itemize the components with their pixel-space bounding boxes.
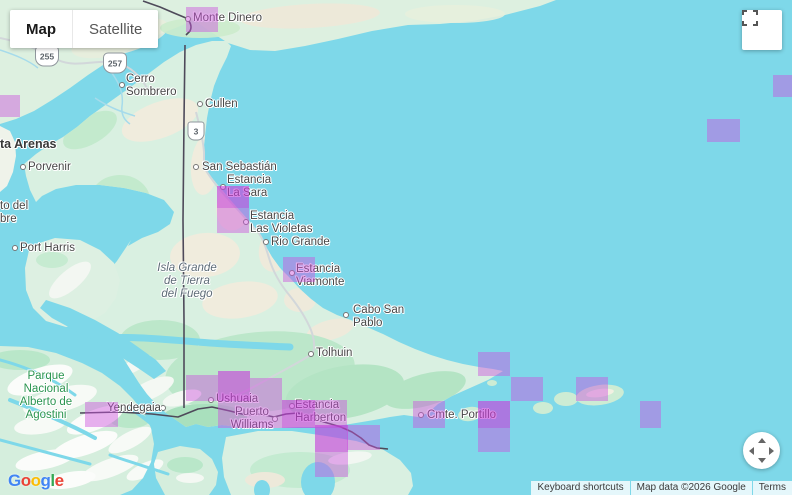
data-overlay-square bbox=[85, 402, 118, 427]
map-button[interactable]: Map bbox=[10, 10, 73, 48]
data-overlay-square bbox=[478, 352, 510, 376]
pan-down-icon bbox=[757, 458, 766, 463]
data-overlay-square bbox=[707, 119, 740, 142]
town-dot bbox=[119, 82, 125, 88]
data-overlay-square bbox=[217, 186, 249, 208]
data-overlay-square bbox=[478, 401, 510, 428]
place-label-porvenir: Porvenir bbox=[28, 161, 71, 173]
data-overlay-square bbox=[315, 452, 348, 477]
fullscreen-button[interactable] bbox=[742, 10, 782, 50]
google-logo-letter: G bbox=[8, 471, 21, 490]
place-label-cullen: Cullen bbox=[205, 98, 238, 110]
place-label-parque-nacional-agostini: Parque Nacional Alberto de Agostini bbox=[19, 370, 73, 421]
place-label-monte-dinero: Monte Dinero bbox=[193, 12, 263, 24]
place-label-puerto-williams: Puerto Williams bbox=[230, 406, 274, 431]
place-label-estancia-las-violetas: Estancia Las Violetas bbox=[250, 210, 313, 235]
data-overlay-square bbox=[773, 75, 792, 97]
town-dot bbox=[343, 312, 349, 318]
place-label-cerro-sombrero: Cerro Sombrero bbox=[126, 73, 177, 98]
data-overlay-square bbox=[511, 377, 543, 401]
google-logo-letter: o bbox=[30, 471, 41, 490]
data-overlay-square bbox=[576, 377, 608, 401]
place-label-tolhuin: Tolhuin bbox=[316, 347, 353, 359]
place-label-san-sebastian: San Sebastián bbox=[202, 161, 277, 173]
data-overlay-square bbox=[315, 400, 347, 428]
data-overlay-square bbox=[217, 208, 249, 233]
town-dot bbox=[193, 164, 199, 170]
town-dot bbox=[263, 239, 269, 245]
town-dot bbox=[197, 101, 203, 107]
attribution-keyboard-shortcuts[interactable]: Keyboard shortcuts bbox=[531, 481, 630, 495]
place-label-cabo-san-pablo: Cabo San Pablo bbox=[353, 304, 405, 329]
data-overlay-square bbox=[186, 375, 218, 401]
pan-up-icon bbox=[757, 438, 766, 443]
data-overlay-square bbox=[250, 378, 282, 406]
data-overlay-square bbox=[0, 95, 20, 117]
pan-control-button[interactable] bbox=[743, 432, 780, 469]
satellite-button[interactable]: Satellite bbox=[73, 10, 159, 48]
data-overlay-square bbox=[478, 428, 510, 452]
place-label-punta-arenas-partial: ta Arenas bbox=[0, 137, 57, 151]
place-label-port-harris: Port Harris bbox=[20, 242, 75, 254]
town-dot bbox=[208, 397, 214, 403]
data-overlay-square bbox=[640, 401, 661, 428]
data-overlay-square bbox=[347, 425, 380, 450]
route-shield: 255 bbox=[35, 45, 59, 67]
google-logo-letter: l bbox=[50, 471, 55, 490]
place-label-yendegaia: Yendegaia bbox=[107, 402, 161, 414]
data-overlay-square bbox=[218, 371, 250, 401]
town-dot bbox=[12, 245, 18, 251]
data-overlay-square bbox=[250, 406, 282, 428]
pan-left-icon bbox=[749, 446, 754, 455]
town-dot bbox=[185, 16, 191, 22]
data-overlay-square bbox=[413, 401, 445, 428]
town-dot bbox=[20, 164, 26, 170]
data-overlay-square bbox=[186, 7, 218, 32]
town-dot bbox=[272, 416, 278, 422]
attribution-map-data-copyright[interactable]: Map data ©2026 Google bbox=[630, 481, 752, 495]
place-label-rio-grande: Rio Grande bbox=[271, 236, 330, 248]
town-dot bbox=[289, 270, 295, 276]
town-dot bbox=[243, 219, 249, 225]
google-logo-letter: g bbox=[40, 471, 51, 490]
data-overlay-square bbox=[282, 400, 315, 428]
data-overlay-square bbox=[283, 257, 315, 282]
place-label-isla-grande-tierra-del-fuego: Isla Grande de Tierra del Fuego bbox=[157, 262, 217, 300]
attribution-bar: Keyboard shortcuts Map data ©2026 Google T… bbox=[530, 481, 792, 495]
route-shield: 3 bbox=[187, 121, 205, 141]
town-dot bbox=[418, 412, 424, 418]
fullscreen-icon bbox=[742, 10, 758, 26]
data-overlay-square bbox=[218, 401, 250, 428]
data-overlay-square bbox=[315, 425, 348, 452]
google-logo[interactable]: Google bbox=[8, 471, 64, 491]
map-type-control: Map Satellite bbox=[10, 10, 159, 48]
place-label-estancia-viamonte: Estancia Viamonte bbox=[296, 263, 345, 288]
route-shield: 257 bbox=[103, 52, 127, 74]
town-dot bbox=[308, 351, 314, 357]
pan-right-icon bbox=[769, 446, 774, 455]
google-logo-letter: e bbox=[54, 471, 64, 490]
google-logo-letter: o bbox=[20, 471, 31, 490]
town-dot bbox=[160, 405, 166, 411]
place-label-pto-del-hambre-partial: to del bre bbox=[0, 200, 29, 225]
attribution-terms[interactable]: Terms bbox=[752, 481, 792, 495]
